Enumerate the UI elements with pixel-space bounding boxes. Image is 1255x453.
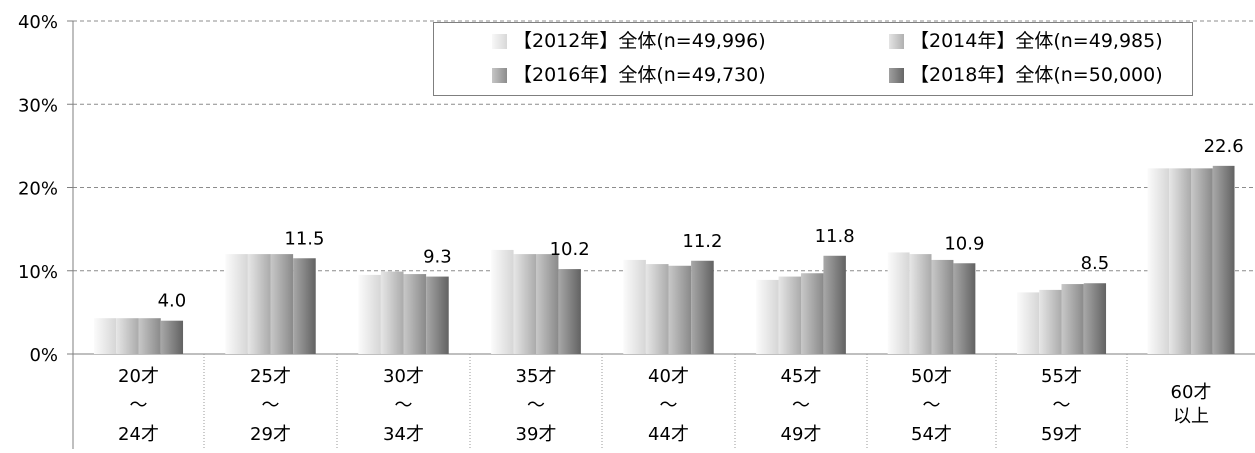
bar [270,254,294,354]
legend-item-2012: 【2012年】全体(n=49,996) [492,27,766,55]
x-tick-label: 20才 [118,366,159,387]
x-tick-label: 39才 [516,424,557,445]
x-tick-label: ～ [395,395,413,416]
x-tick-label: 35才 [516,366,557,387]
bar [756,279,779,354]
bar [1016,292,1040,354]
x-tick-label: 29才 [250,424,291,445]
legend-swatch-2012 [492,33,507,49]
bar [293,258,316,354]
x-tick-label: ～ [660,395,678,416]
bar [931,259,954,354]
bar [645,264,669,354]
x-tick-label: 59才 [1041,424,1082,445]
bar [691,260,714,354]
bar [138,318,161,354]
x-tick-label: 44才 [648,424,689,445]
x-tick-label: ～ [527,395,545,416]
y-tick-label: 10% [18,262,58,283]
x-tick-label: ～ [923,395,941,416]
x-tick-label: 49才 [781,424,822,445]
x-tick-label: ～ [262,395,280,416]
data-label: 8.5 [1081,253,1110,274]
bar [513,254,536,354]
bar [1147,168,1170,354]
x-tick-label: 25才 [250,366,291,387]
bar [778,276,801,354]
legend-item-2018: 【2018年】全体(n=50,000) [889,61,1163,89]
x-tick-label: ～ [1053,395,1071,416]
bar [491,249,514,354]
x-tick-label: 45才 [781,366,822,387]
data-label: 10.9 [944,233,984,254]
x-tick-label: 54才 [911,424,952,445]
bar [909,254,932,354]
legend-item-2014: 【2014年】全体(n=49,985) [889,27,1163,55]
x-tick-label: 55才 [1041,366,1082,387]
bar [558,269,581,354]
legend-label-2018: 【2018年】全体(n=50,000) [910,64,1163,86]
bar [536,254,559,354]
bar [358,274,381,354]
y-tick-label: 0% [29,345,58,366]
bar [1212,165,1235,354]
bar [426,276,449,354]
bar [668,265,692,354]
bar [1191,168,1213,354]
bar [1039,289,1062,354]
legend-swatch-2014 [889,33,904,49]
y-tick-label: 30% [18,95,58,116]
legend-label-2014: 【2014年】全体(n=49,985) [910,30,1163,52]
bar [1083,283,1107,354]
bar [887,252,910,354]
bar [247,254,271,354]
legend-swatch-2018 [889,67,904,83]
x-tick-label: 24才 [118,424,159,445]
bar [953,263,976,354]
data-label: 22.6 [1204,136,1244,157]
data-label: 11.2 [682,231,722,252]
bar [380,271,404,354]
bar [403,274,427,354]
legend-swatch-2016 [492,67,507,83]
x-tick-label: 30才 [383,366,424,387]
x-tick-label: 40才 [648,366,689,387]
bar [116,318,139,354]
bar [93,318,117,354]
x-tick-label: ～ [792,395,810,416]
bar [1061,284,1084,354]
data-label: 10.2 [550,239,590,260]
x-tick-label: 60才 [1171,382,1212,403]
bar [160,320,184,354]
legend-label-2016: 【2016年】全体(n=49,730) [513,64,766,86]
y-tick-label: 20% [18,179,58,200]
chart-legend: 【2012年】全体(n=49,996) 【2014年】全体(n=49,985) … [433,22,1193,96]
x-tick-label: 34才 [383,424,424,445]
x-tick-label: 以上 [1173,406,1209,427]
data-label: 11.5 [284,228,324,249]
x-tick-label: ～ [130,395,148,416]
legend-item-2016: 【2016年】全体(n=49,730) [492,61,766,89]
y-tick-label: 40% [18,12,58,33]
bar [1169,168,1191,354]
x-tick-label: 50才 [911,366,952,387]
bar [623,259,646,354]
data-label: 4.0 [158,291,187,312]
bar [823,255,846,354]
data-label: 11.8 [815,226,855,247]
bar [225,254,248,354]
data-label: 9.3 [423,247,452,268]
legend-label-2012: 【2012年】全体(n=49,996) [513,30,766,52]
bar [801,273,824,354]
